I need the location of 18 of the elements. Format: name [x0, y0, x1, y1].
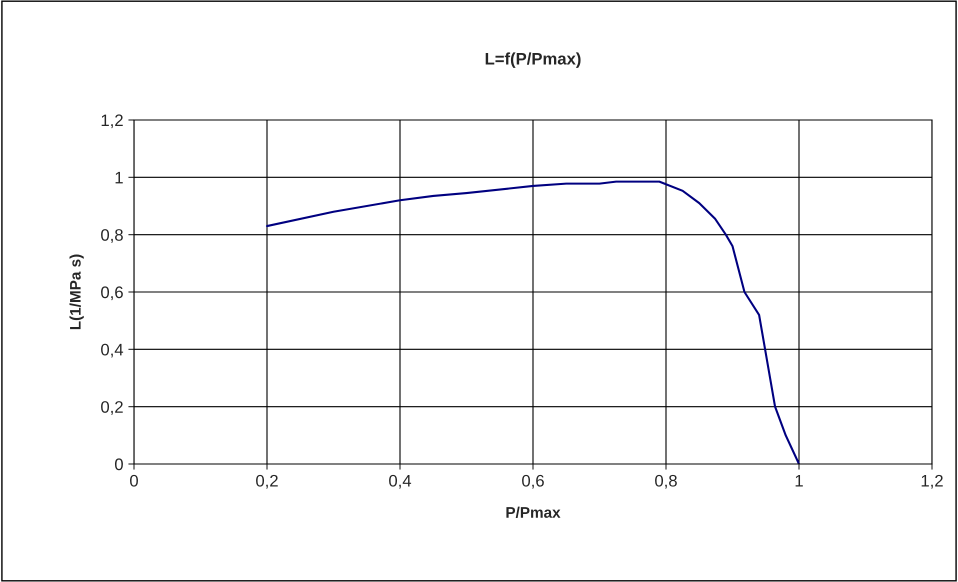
- y-tick-label: 0: [114, 458, 123, 470]
- x-tick-label: 0,6: [522, 474, 544, 489]
- chart-title: L=f(P/Pmax): [486, 52, 581, 68]
- x-tick-label: 1,2: [922, 474, 943, 489]
- x-tick-label: 0,2: [256, 474, 278, 489]
- y-tick-label: 0,6: [101, 286, 123, 300]
- x-tick-label: 0: [130, 474, 138, 487]
- y-tick-label: 0,4: [101, 344, 124, 358]
- line-series: [266, 180, 800, 464]
- x-tick-label: 0,8: [655, 474, 677, 489]
- y-tick-label: 1,2: [102, 114, 123, 128]
- x-tick-label: 1: [796, 475, 803, 486]
- x-axis-title: P/Pmax: [506, 506, 560, 518]
- x-tick-label: 0,4: [389, 474, 412, 489]
- y-axis-title: L(1/MPa s): [70, 254, 84, 330]
- y-tick-label: 0,2: [101, 401, 123, 415]
- y-tick-label: 0,8: [101, 229, 123, 243]
- y-tick-label: 1: [116, 172, 123, 184]
